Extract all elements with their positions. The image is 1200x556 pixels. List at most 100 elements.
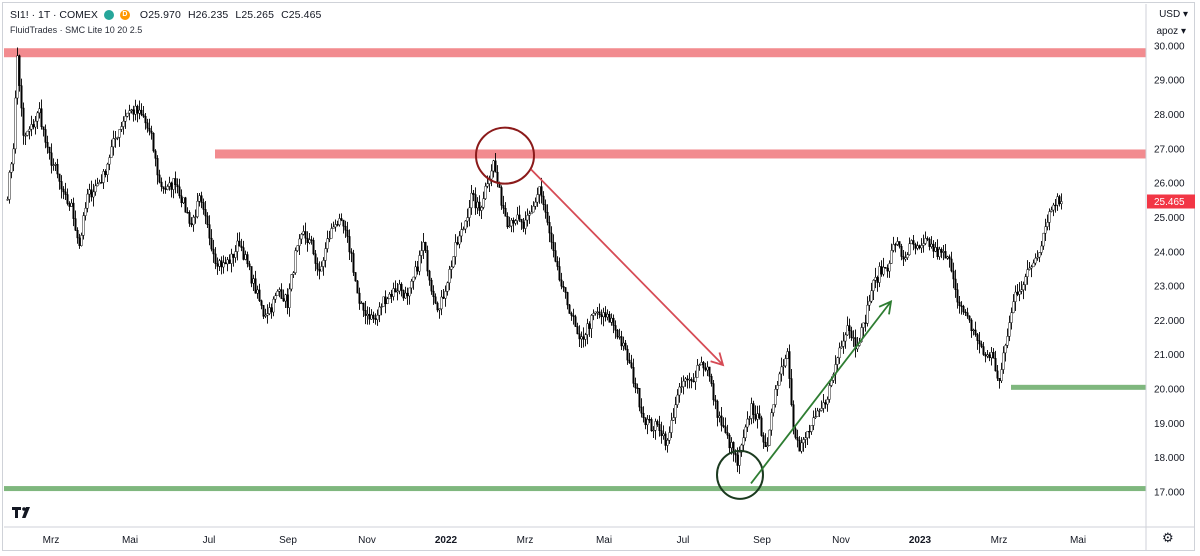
candle-up — [130, 109, 133, 111]
candle-up — [688, 379, 691, 381]
candle-up — [124, 116, 127, 122]
candle-down — [190, 223, 193, 226]
candle-up — [1018, 291, 1021, 295]
candle-down — [964, 311, 967, 314]
candle-down — [154, 150, 157, 159]
candle-up — [454, 242, 457, 257]
unit-selector[interactable]: apoz ▾ — [1157, 26, 1187, 37]
candle-down — [604, 312, 607, 318]
candle-up — [672, 417, 675, 421]
candle-down — [158, 174, 161, 183]
candles — [6, 47, 1063, 474]
candle-down — [442, 296, 445, 299]
candle-down — [494, 160, 497, 173]
candle-down — [240, 245, 243, 248]
candle-up — [460, 229, 463, 237]
candle-down — [788, 351, 791, 379]
candle-down — [356, 280, 359, 294]
candle-up — [308, 239, 311, 244]
candle-up — [602, 312, 605, 318]
candle-down — [188, 212, 191, 224]
candle-up — [1000, 369, 1003, 382]
candle-up — [816, 410, 819, 417]
candle-down — [434, 296, 437, 304]
currency-selector[interactable]: USD ▾ — [1159, 9, 1188, 20]
candle-down — [574, 316, 577, 327]
candle-up — [226, 259, 229, 265]
candle-up — [536, 194, 539, 203]
candle-up — [330, 228, 333, 239]
candle-up — [192, 216, 195, 226]
candle-up — [806, 431, 809, 439]
candle-up — [112, 138, 115, 148]
x-tick-label: Nov — [832, 535, 850, 546]
candle-down — [242, 247, 245, 260]
candle-down — [400, 283, 403, 291]
axes: 30.000 29.000 28.000 27.000 26.000 25.000 24.0… — [4, 4, 1195, 551]
candle-down — [354, 272, 357, 282]
tradingview-logo-icon[interactable] — [12, 506, 34, 524]
candle-up — [718, 415, 721, 418]
candle-down — [640, 406, 643, 414]
candle-down — [78, 237, 81, 246]
candle-down — [978, 340, 981, 345]
candle-down — [710, 376, 713, 384]
y-tick-label: 28.000 — [1154, 110, 1185, 121]
candle-down — [178, 186, 181, 197]
candle-up — [596, 311, 599, 313]
candle-up — [1028, 267, 1031, 270]
candle-down — [762, 435, 765, 443]
candle-up — [922, 243, 925, 246]
red-circle-annotation — [475, 126, 535, 185]
candle-up — [878, 266, 881, 283]
candle-up — [98, 182, 101, 185]
candle-down — [160, 181, 163, 187]
candle-up — [1046, 222, 1049, 227]
candle-up — [1044, 226, 1047, 234]
candle-down — [136, 105, 139, 114]
candle-up — [776, 385, 779, 390]
candle-up — [218, 260, 221, 267]
candle-down — [988, 354, 991, 359]
candle-up — [872, 280, 875, 291]
candle-up — [302, 231, 305, 235]
candle-up — [526, 215, 529, 221]
candle-down — [728, 434, 731, 449]
candle-down — [550, 232, 553, 243]
candle-up — [700, 362, 703, 366]
symbol-legend[interactable]: SI1! · 1T · COMEX D O25.970 H26.235 L25.… — [10, 9, 325, 21]
candle-down — [902, 256, 905, 260]
candle-up — [528, 213, 531, 216]
candle-down — [798, 439, 801, 452]
candle-down — [208, 224, 211, 239]
candle-up — [840, 346, 843, 349]
candle-down — [250, 266, 253, 284]
candle-up — [16, 55, 19, 99]
candle-up — [646, 419, 649, 426]
indicator-legend[interactable]: FluidTrades · SMC Lite 10 20 2.5 — [10, 25, 142, 35]
candle-down — [436, 302, 439, 311]
settings-gear-icon[interactable]: ⚙ — [1162, 530, 1174, 545]
candle-down — [348, 236, 351, 253]
candle-up — [694, 377, 697, 383]
candle-down — [500, 187, 503, 206]
candle-up — [990, 352, 993, 359]
candle-down — [390, 293, 393, 297]
candle-up — [438, 308, 441, 311]
candle-up — [706, 366, 709, 371]
candle-up — [82, 215, 85, 236]
candle-down — [616, 330, 619, 338]
candle-up — [1006, 336, 1009, 346]
candle-up — [388, 293, 391, 300]
candle-down — [150, 130, 153, 134]
candle-up — [818, 410, 821, 412]
candle-up — [986, 354, 989, 357]
candle-down — [984, 354, 987, 357]
candle-up — [1050, 209, 1053, 212]
candle-up — [1008, 322, 1011, 337]
candle-down — [416, 266, 419, 272]
candle-down — [340, 218, 343, 221]
candle-down — [950, 258, 953, 272]
candle-down — [368, 313, 371, 320]
